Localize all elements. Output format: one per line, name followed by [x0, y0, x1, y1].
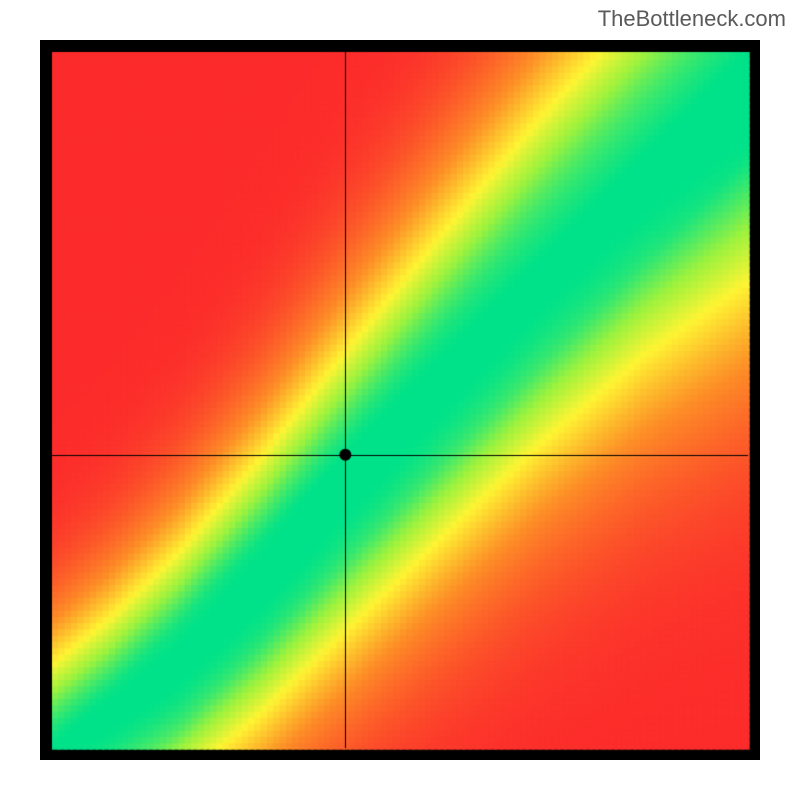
plot-area — [40, 40, 760, 760]
bottleneck-heatmap — [40, 40, 760, 760]
watermark-label: TheBottleneck.com — [598, 6, 786, 32]
chart-container: TheBottleneck.com — [0, 0, 800, 800]
